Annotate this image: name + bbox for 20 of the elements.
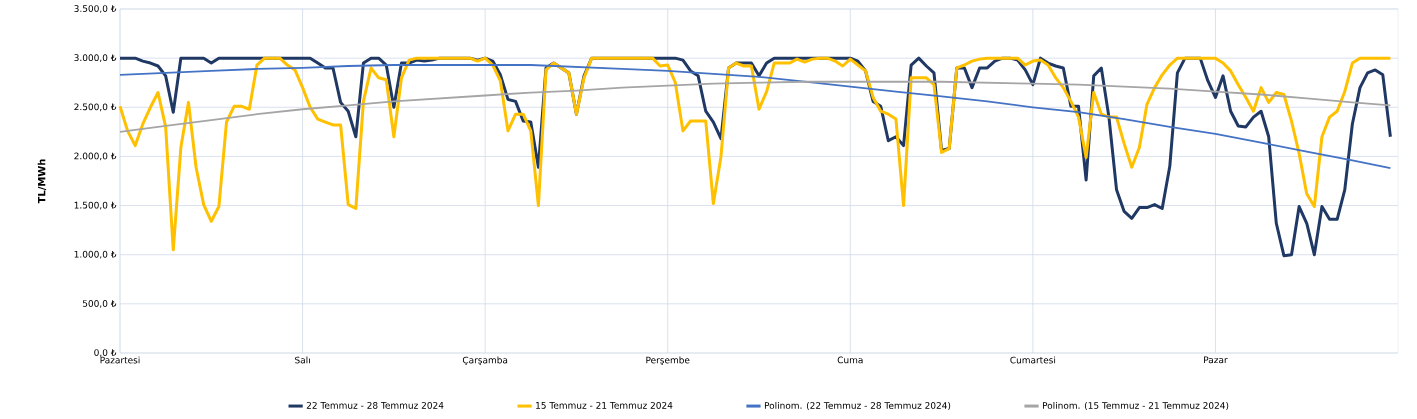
y-axis-title: TL/MWh [37,159,47,204]
x-tick-label: Pazar [1204,356,1228,364]
x-tick-label: Salı [295,356,310,364]
y-tick-label: 3.500,0 ₺ [74,5,117,13]
legend-label: 22 Temmuz - 28 Temmuz 2024 [306,401,444,409]
y-tick-label: 3.000,0 ₺ [74,54,117,62]
y-tick-label: 0,0 ₺ [94,349,117,357]
y-tick-label: 500,0 ₺ [82,300,117,308]
x-tick-label: Cuma [837,356,863,364]
y-tick-label: 1.500,0 ₺ [74,201,117,210]
legend-label: 15 Temmuz - 21 Temmuz 2024 [536,401,673,409]
x-tick-label: Pazartesi [100,356,140,364]
y-tick-label: 2.500,0 ₺ [74,103,117,112]
x-tick-label: Cumartesi [1010,356,1056,364]
x-tick-label: Çarşamba [462,356,508,366]
x-tick-label: Perşembe [646,356,690,366]
y-tick-label: 1.000,0 ₺ [74,250,117,259]
legend-label: Polinom. (22 Temmuz - 28 Temmuz 2024) [764,401,951,410]
legend-label: Polinom. (15 Temmuz - 21 Temmuz 2024) [1042,401,1229,410]
y-tick-label: 2.000,0 ₺ [74,152,117,161]
